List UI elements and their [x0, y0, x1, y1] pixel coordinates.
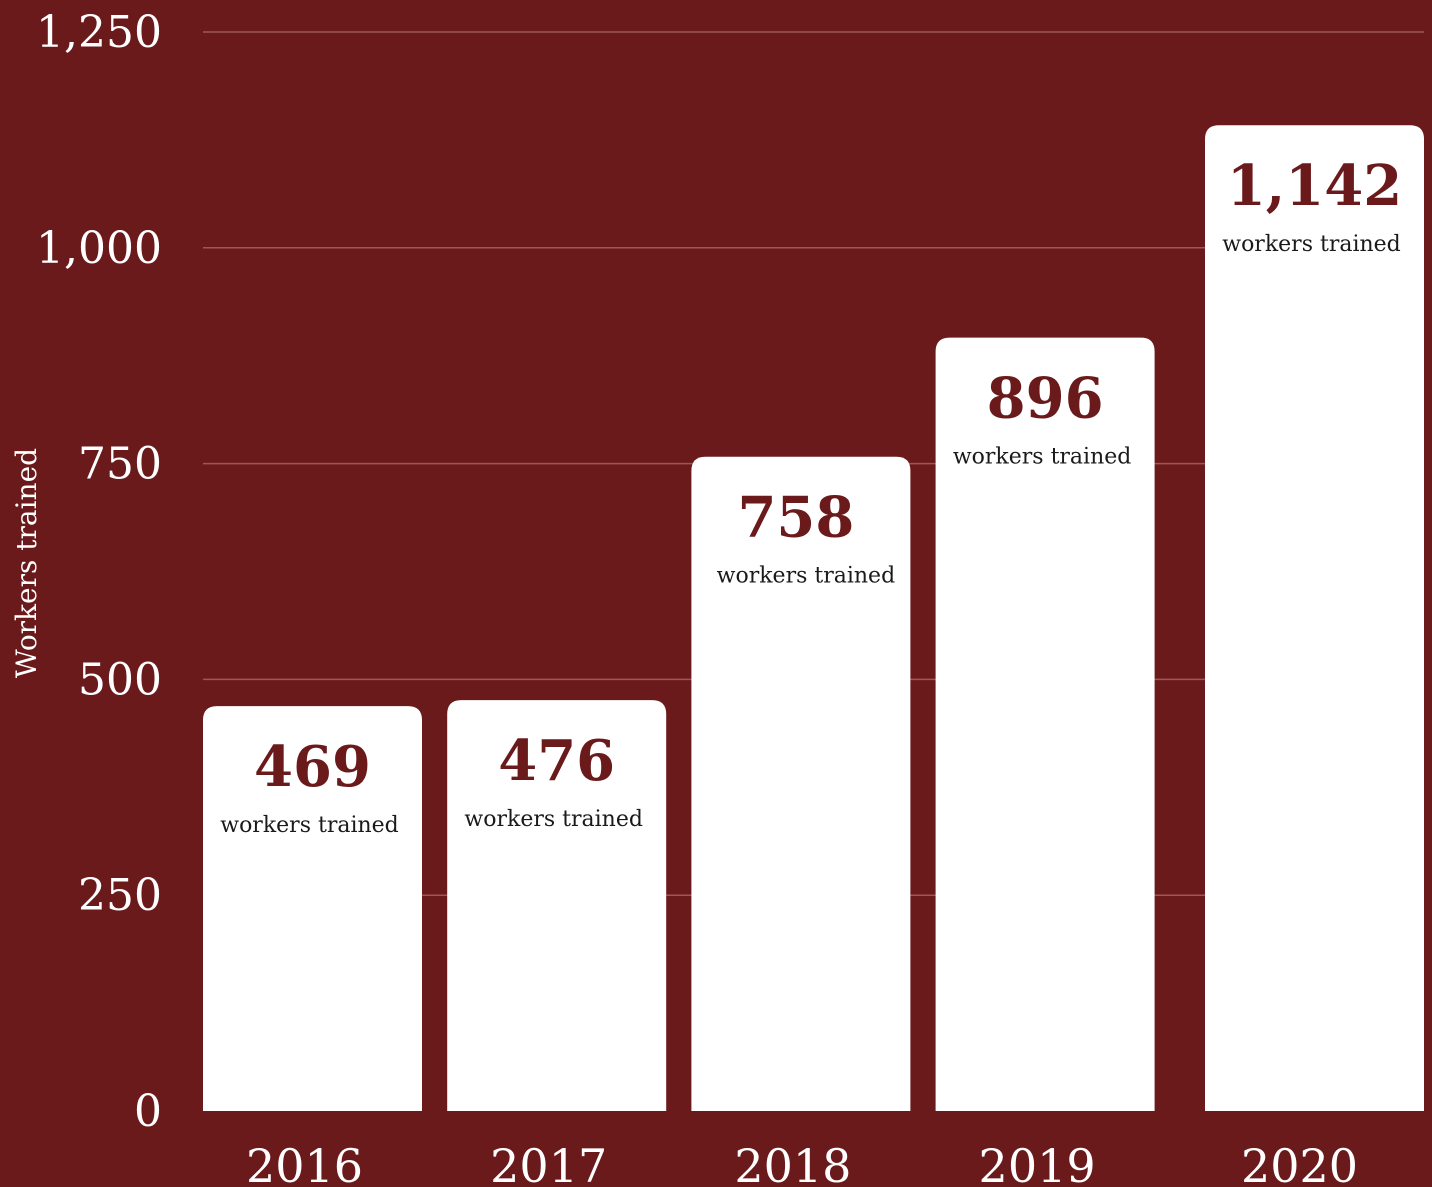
bar-unit-label: workers trained [464, 807, 643, 832]
x-tick-label: 2018 [734, 1139, 851, 1187]
y-tick-label: 0 [134, 1086, 162, 1137]
bar-2019 [935, 337, 1155, 1111]
y-tick-label: 1,000 [36, 223, 162, 274]
x-tick-label: 2017 [490, 1139, 607, 1187]
bar-2017 [447, 700, 667, 1111]
bar-value-label: 469 [254, 734, 371, 800]
x-tick-label: 2020 [1241, 1139, 1358, 1187]
bars: 469 workers trained 476 workers trained 758 w… [203, 125, 1424, 1112]
y-tick-label: 1,250 [36, 7, 162, 58]
y-axis-ticks: 0 250 500 750 1,000 1,250 [36, 7, 162, 1137]
bar-2016 [203, 706, 422, 1111]
bar-unit-label: workers trained [953, 445, 1132, 470]
bar-value-label: 1,142 [1227, 153, 1402, 219]
bar-unit-label: workers trained [220, 813, 399, 838]
bar-value-label: 758 [737, 485, 854, 551]
y-tick-label: 500 [78, 654, 162, 705]
y-tick-label: 250 [78, 870, 162, 921]
x-tick-label: 2016 [246, 1139, 363, 1187]
bar-unit-label: workers trained [1222, 232, 1401, 257]
x-axis-ticks: 2016 2017 2018 2019 2020 [246, 1139, 1358, 1187]
y-tick-label: 750 [78, 439, 162, 490]
x-tick-label: 2019 [979, 1139, 1096, 1187]
y-axis-title: Workers trained [10, 448, 43, 678]
bar-2020 [1205, 125, 1424, 1112]
bar-2018 [691, 456, 911, 1111]
bar-value-label: 476 [498, 728, 615, 794]
bar-unit-label: workers trained [717, 564, 896, 589]
bar-value-label: 896 [987, 366, 1104, 432]
